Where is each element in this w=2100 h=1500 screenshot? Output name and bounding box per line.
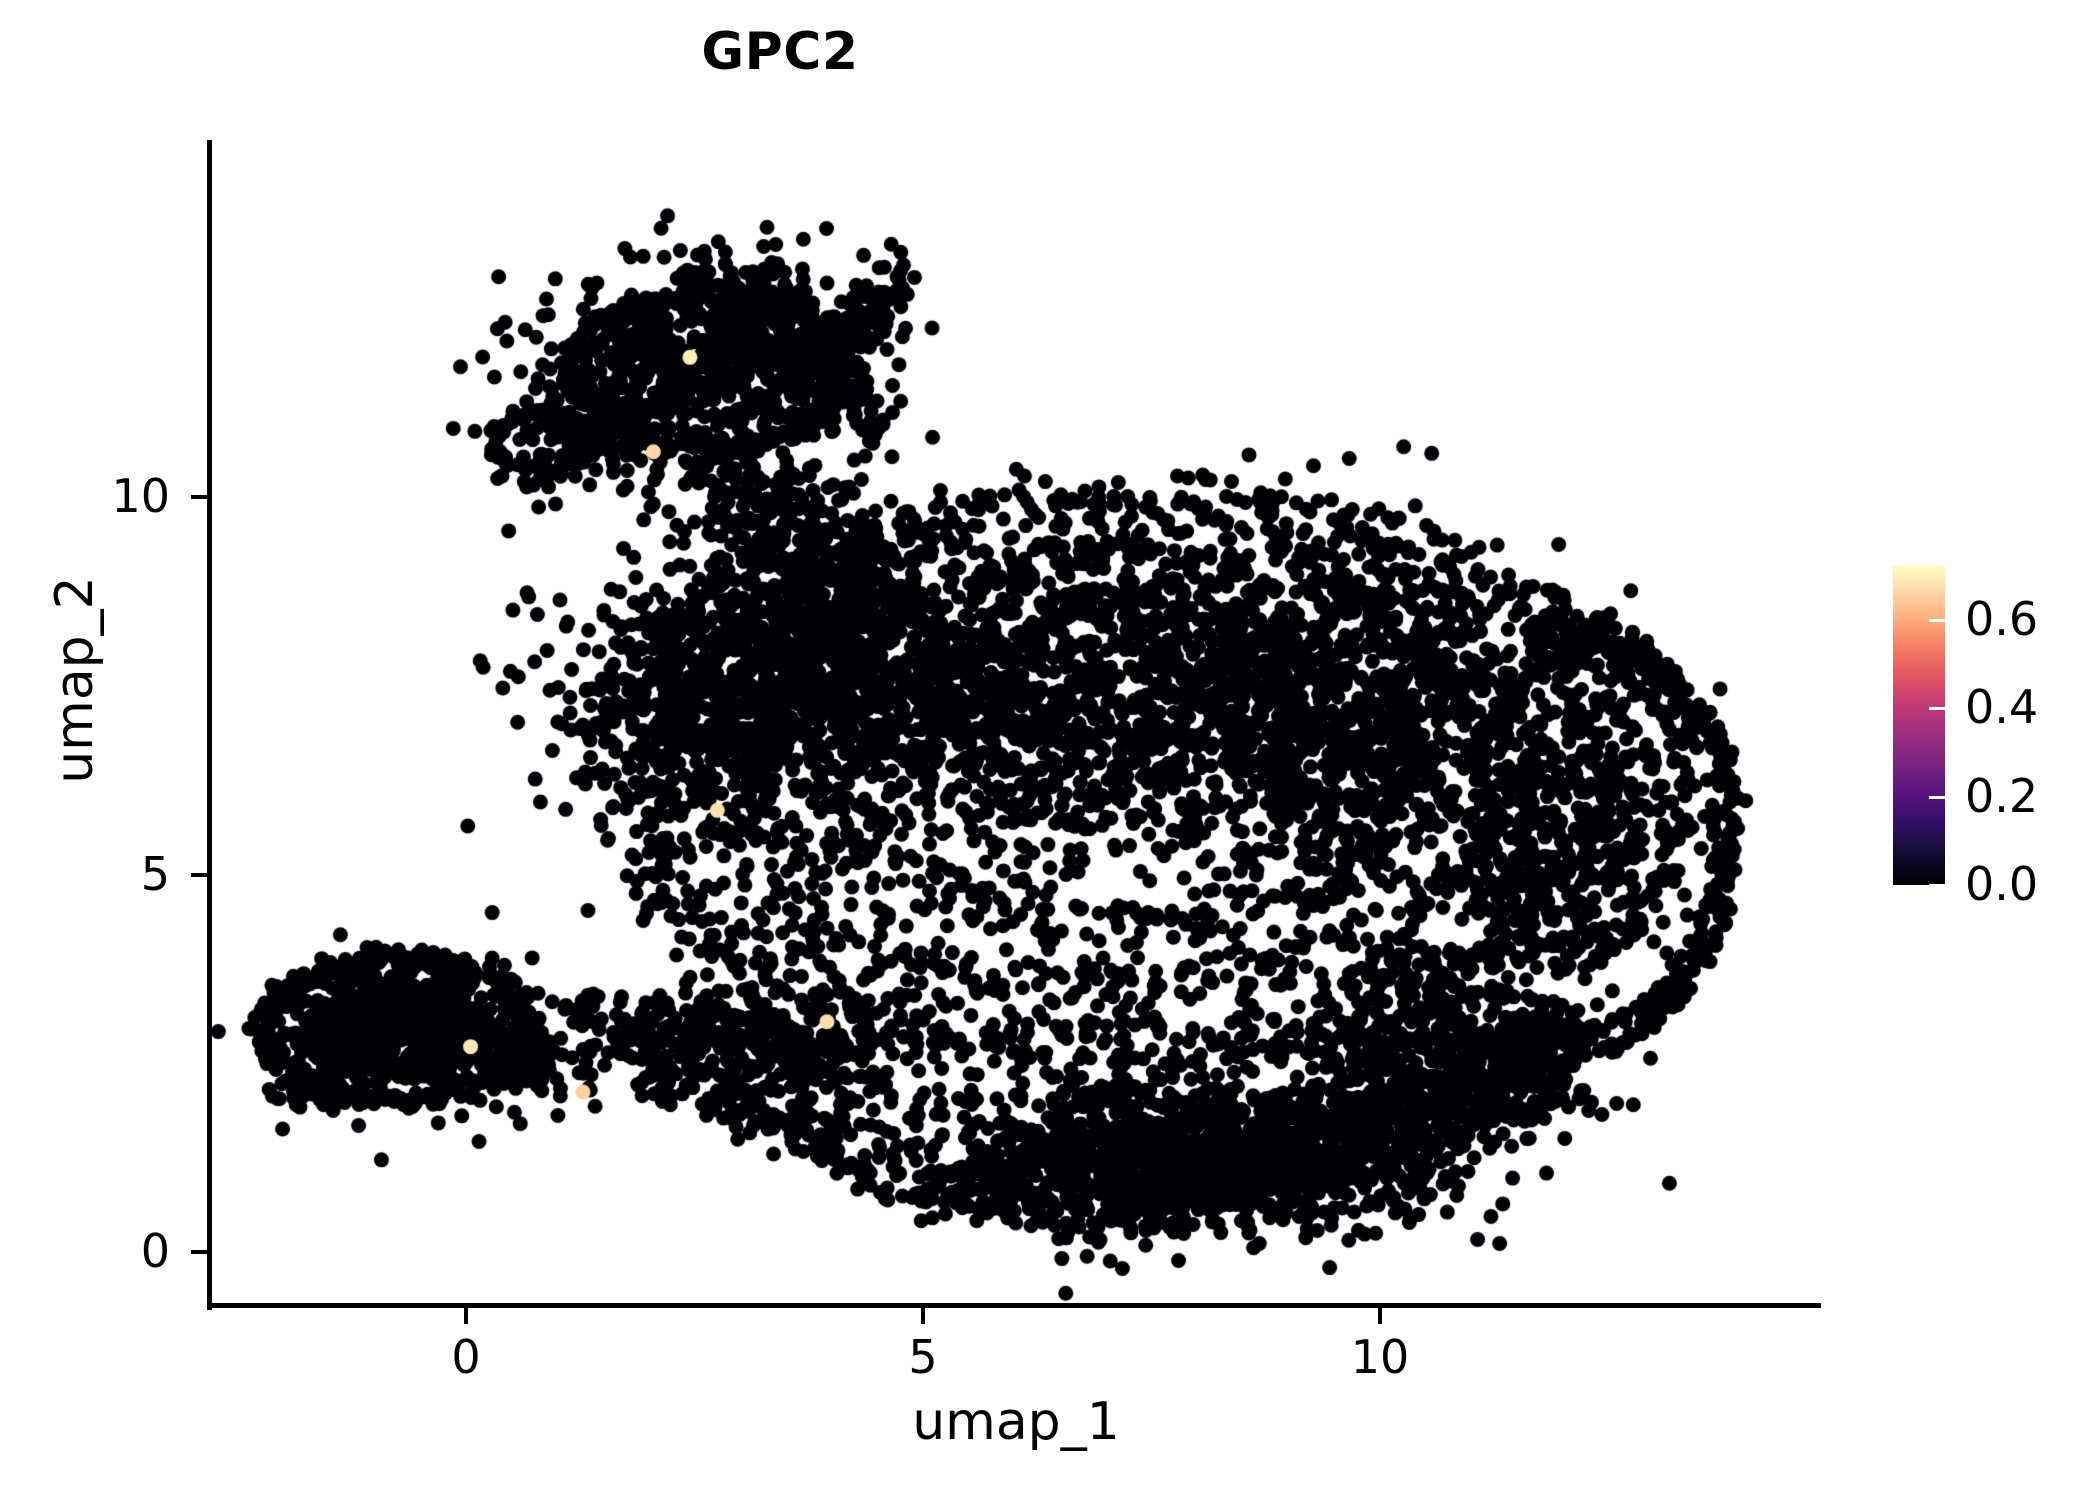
x-tick-label: 10 <box>1350 1330 1410 1384</box>
x-axis-label: umap_1 <box>912 1392 1120 1452</box>
colorbar-tick-label: 0.4 <box>1965 680 2039 735</box>
colorbar-tick-mark <box>1929 619 1945 622</box>
y-tick-label: 10 <box>111 469 170 523</box>
colorbar-tick-label: 0.2 <box>1965 768 2039 823</box>
x-tick-mark <box>464 1307 468 1324</box>
y-tick-mark <box>191 1250 208 1254</box>
colorbar-tick-label: 0.6 <box>1965 592 2039 646</box>
colorbar-tick-label: 0.0 <box>1965 857 2039 911</box>
page-title: GPC2 <box>701 22 859 82</box>
y-tick-label: 5 <box>140 846 170 901</box>
x-tick-mark <box>921 1307 925 1324</box>
scatter-plot-canvas <box>211 140 1821 1307</box>
colorbar-tick-mark <box>1929 707 1945 710</box>
colorbar-tick-mark <box>1929 796 1945 799</box>
colorbar-gradient <box>1893 566 1945 885</box>
y-tick-mark <box>191 872 208 877</box>
x-tick-label: 5 <box>908 1330 938 1384</box>
colorbar-tick-mark <box>1929 884 1945 887</box>
y-tick-label: 0 <box>140 1224 170 1278</box>
colorbar: 0.6 0.4 0.2 0.0 <box>1893 566 2093 907</box>
x-tick-mark <box>1378 1307 1382 1324</box>
x-tick-label: 0 <box>451 1330 481 1384</box>
y-axis-label: umap_2 <box>45 576 105 784</box>
y-tick-mark <box>191 495 208 499</box>
y-axis-spine <box>207 140 212 1310</box>
